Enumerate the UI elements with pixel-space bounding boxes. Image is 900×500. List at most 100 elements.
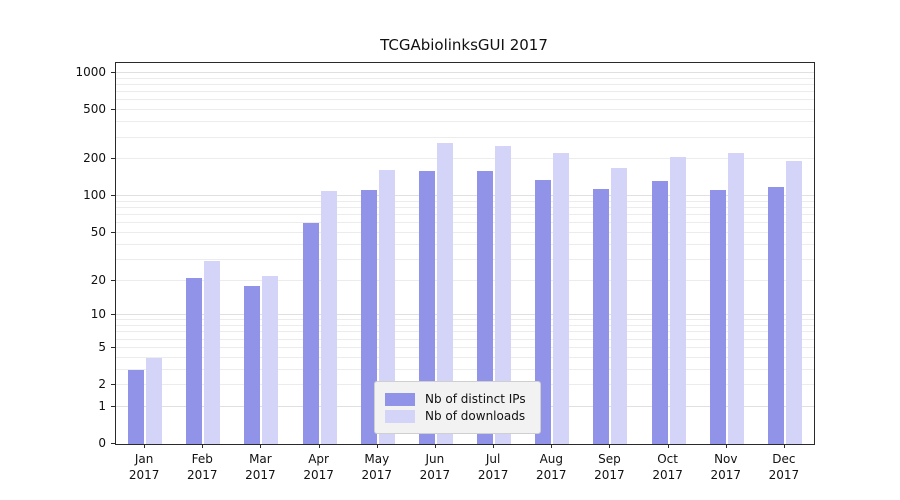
x-tick-label: May 2017: [361, 452, 393, 482]
gridline: [116, 279, 814, 281]
bar-downloads-dec: [785, 160, 802, 444]
y-tick: [111, 72, 115, 73]
y-tick-label: 20: [90, 272, 106, 287]
bar-downloads-apr: [320, 191, 337, 444]
gridline: [116, 109, 814, 111]
x-tick: [493, 444, 495, 448]
legend-swatch: [385, 409, 415, 423]
x-tick-label: Apr 2017: [303, 452, 334, 482]
bar-downloads-may: [378, 169, 395, 444]
x-tick-label: Oct 2017: [652, 452, 683, 482]
bar-ips-aug: [535, 180, 552, 444]
bar-downloads-sep: [611, 167, 628, 444]
gridline: [116, 338, 814, 340]
gridline: [116, 319, 814, 321]
bar-downloads-jan: [146, 357, 163, 444]
y-tick-label: 5: [98, 339, 106, 354]
gridline: [116, 243, 814, 245]
bar-ips-mar: [244, 285, 261, 444]
bar-downloads-oct: [669, 156, 686, 444]
bar-downloads-jul: [495, 146, 512, 444]
gridline: [116, 325, 814, 326]
y-tick: [111, 346, 115, 348]
legend-label: Nb of downloads: [425, 409, 526, 423]
x-tick-label: Jun 2017: [419, 452, 451, 482]
x-tick-label: Sep 2017: [594, 452, 625, 482]
x-tick: [434, 444, 436, 448]
x-tick-label: Jan 2017: [128, 452, 160, 482]
legend-label: Nb of distinct IPs: [425, 392, 526, 406]
x-tick: [609, 444, 611, 448]
gridline: [116, 121, 814, 123]
x-tick-label: Dec 2017: [768, 452, 800, 482]
y-tick-label: 1000: [75, 65, 106, 79]
gridline: [116, 222, 814, 224]
bar-ips-dec: [767, 187, 784, 444]
bar-ips-jun: [418, 171, 435, 444]
chart-title: TCGAbiolinksGUI 2017: [380, 36, 548, 54]
y-tick: [111, 195, 115, 197]
gridline: [116, 368, 814, 370]
x-tick: [667, 444, 669, 448]
gridline: [116, 346, 814, 348]
x-tick: [260, 444, 262, 448]
bar-ips-apr: [302, 223, 319, 444]
y-tick: [111, 109, 115, 111]
gridline: [116, 214, 814, 216]
gridline: [116, 356, 814, 358]
x-tick-label: Aug 2017: [536, 452, 567, 482]
legend-item: Nb of distinct IPs: [385, 392, 526, 406]
gridline: [116, 207, 814, 208]
y-tick-label: 200: [83, 151, 106, 166]
y-tick-label: 0: [98, 436, 106, 450]
y-tick: [111, 158, 115, 160]
plot-area: Nb of distinct IPs Nb of downloads: [115, 62, 815, 445]
y-tick: [111, 443, 115, 444]
x-tick-label: Jul 2017: [477, 452, 509, 482]
y-tick-label: 1: [98, 398, 106, 413]
x-tick: [144, 444, 146, 448]
bar-downloads-jun: [436, 143, 453, 444]
legend-item: Nb of downloads: [385, 409, 526, 423]
gridline: [116, 72, 814, 73]
y-tick-label: 50: [90, 224, 106, 239]
bar-downloads-aug: [553, 152, 570, 444]
bar-ips-feb: [186, 278, 203, 444]
bar-downloads-mar: [262, 275, 279, 444]
x-tick: [376, 444, 378, 448]
x-tick-label: Nov 2017: [710, 452, 742, 482]
gridline: [116, 91, 814, 93]
bar-ips-nov: [709, 190, 726, 444]
y-tick-label: 10: [90, 307, 106, 322]
gridline: [116, 84, 814, 85]
bar-ips-jan: [128, 369, 145, 444]
gridline: [116, 231, 814, 233]
bar-downloads-nov: [727, 152, 744, 444]
x-tick-label: Mar 2017: [245, 452, 276, 482]
gridline: [116, 158, 814, 160]
y-tick: [111, 384, 115, 385]
y-tick-label: 500: [83, 102, 106, 117]
bar-ips-may: [360, 190, 377, 444]
gridline: [116, 195, 814, 197]
x-tick: [202, 444, 204, 448]
legend: Nb of distinct IPs Nb of downloads: [374, 381, 541, 434]
gridline: [116, 314, 814, 316]
gridline: [116, 331, 814, 333]
x-tick: [725, 444, 727, 448]
gridline: [116, 136, 814, 138]
bar-ips-jul: [477, 171, 494, 444]
y-tick-label: 2: [98, 377, 106, 391]
x-tick: [783, 444, 785, 448]
gridline: [116, 99, 814, 101]
gridline: [116, 258, 814, 260]
y-tick: [111, 405, 115, 407]
x-tick: [551, 444, 553, 448]
legend-swatch: [385, 392, 415, 406]
x-tick-label: Feb 2017: [187, 452, 218, 482]
y-tick: [111, 314, 115, 316]
gridline: [116, 77, 814, 79]
bar-ips-oct: [651, 181, 668, 444]
y-tick: [111, 279, 115, 281]
